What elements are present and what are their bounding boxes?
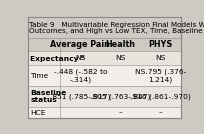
Bar [28, 38, 181, 51]
Bar [28, 86, 181, 107]
Text: Health: Health [105, 40, 135, 49]
Text: .805 (.763-.847): .805 (.763-.847) [90, 93, 151, 100]
Text: Average Pain: Average Pain [50, 40, 110, 49]
Text: .916 (.861-.970): .916 (.861-.970) [130, 93, 191, 100]
Text: .851 (.785-.917): .851 (.785-.917) [50, 93, 111, 100]
Bar [28, 66, 181, 86]
Text: Table 9   Multivariable Regression Final Models With Pain a…: Table 9 Multivariable Regression Final M… [29, 22, 204, 28]
Text: NS: NS [75, 55, 86, 61]
Text: Baseline
status: Baseline status [30, 90, 67, 103]
Text: Outcomes, and High vs Low TEX, Time, Baseline HEAL Scor…: Outcomes, and High vs Low TEX, Time, Bas… [29, 28, 204, 34]
Text: –: – [118, 109, 122, 116]
Bar [28, 51, 181, 66]
Text: Time: Time [30, 73, 49, 79]
Bar [28, 107, 181, 118]
Text: -.448 (-.582 to
-.314): -.448 (-.582 to -.314) [54, 69, 107, 83]
Bar [28, 17, 181, 38]
Text: NS.795 (.376-
1.214): NS.795 (.376- 1.214) [135, 69, 186, 83]
Text: PHYS: PHYS [148, 40, 173, 49]
Text: HCE: HCE [30, 109, 46, 116]
Text: NS: NS [115, 55, 125, 61]
Text: NS: NS [155, 55, 166, 61]
Text: –: – [159, 109, 162, 116]
Text: Expectancy ᵇ: Expectancy ᵇ [30, 55, 85, 62]
